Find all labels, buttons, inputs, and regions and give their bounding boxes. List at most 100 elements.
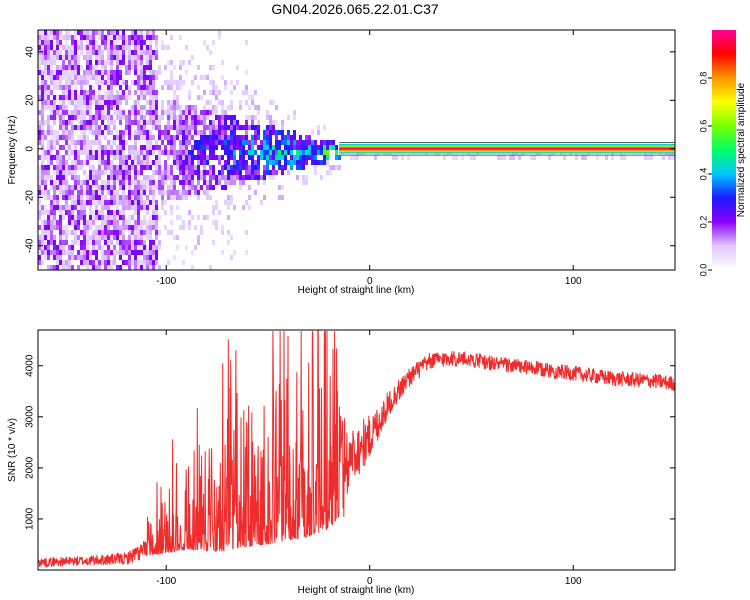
spectrogram-cell <box>191 180 194 185</box>
spectrogram-cell <box>227 215 230 220</box>
spectrogram-cell <box>272 125 275 130</box>
spectrogram-cell <box>110 265 113 270</box>
spectrogram-cell <box>143 160 146 165</box>
spectrogram-cell <box>83 130 86 135</box>
spectrogram-cell <box>155 215 158 220</box>
spectrogram-cell <box>140 85 143 90</box>
spectrogram-cell <box>224 200 227 205</box>
spectrogram-cell <box>284 150 287 155</box>
spectrogram-cell <box>335 165 338 170</box>
spectrogram-cell <box>173 120 176 125</box>
spectrogram-cell <box>170 70 173 75</box>
spectrogram-cell <box>218 35 221 40</box>
spectrogram-cell <box>188 165 191 170</box>
spectrogram-cell <box>299 155 302 160</box>
spectrogram-cell <box>107 105 110 110</box>
spectrogram-cell <box>257 125 260 130</box>
spectrogram-cell <box>53 240 56 245</box>
spectrogram-cell <box>122 80 125 85</box>
spectrogram-cell <box>41 55 44 60</box>
spectrogram-cell <box>74 140 77 145</box>
spectrogram-cell <box>41 95 44 100</box>
spectrogram-cell <box>65 180 68 185</box>
spectrogram-cell <box>41 30 44 35</box>
spectrogram-cell <box>203 120 206 125</box>
spectrogram-cell <box>230 135 233 140</box>
spectrogram-cell <box>86 60 89 65</box>
spectrogram-cell <box>230 125 233 130</box>
spectrogram-cell <box>338 165 341 170</box>
spectrogram-cell <box>173 90 176 95</box>
spectrogram-cell <box>242 90 245 95</box>
spectrogram-cell <box>164 145 167 150</box>
spectrogram-cell <box>152 245 155 250</box>
spectrogram-cell <box>137 80 140 85</box>
spectrogram-cell <box>254 130 257 135</box>
spectrogram-cell <box>68 100 71 105</box>
spectrogram-cell <box>122 185 125 190</box>
spectrogram-cell <box>191 125 194 130</box>
spectrogram-cell <box>116 200 119 205</box>
spectrogram-cell <box>164 45 167 50</box>
spectrogram-cell <box>149 180 152 185</box>
spectrogram-cell <box>254 160 257 165</box>
spectrogram-cell <box>149 115 152 120</box>
spectrogram-cell <box>107 175 110 180</box>
spectrogram-cell <box>65 80 68 85</box>
spectrogram-cell <box>101 190 104 195</box>
spectrogram-cell <box>53 85 56 90</box>
spectrogram-cell <box>146 200 149 205</box>
spectrogram-cell <box>116 70 119 75</box>
spectrogram-cell <box>230 170 233 175</box>
spectrogram-cell <box>116 155 119 160</box>
spectrogram-cell <box>89 120 92 125</box>
spectrogram-cell <box>56 65 59 70</box>
spectrogram-cell <box>116 135 119 140</box>
spectrogram-cell <box>95 150 98 155</box>
spectrogram-cell <box>317 160 320 165</box>
spectrogram-cell <box>218 90 221 95</box>
spectrogram-cell <box>53 170 56 175</box>
spectrogram-cell <box>146 75 149 80</box>
spectrogram-cell <box>116 205 119 210</box>
spectrogram-cell <box>221 125 224 130</box>
spectrogram-cell <box>86 135 89 140</box>
spectrogram-cell <box>86 140 89 145</box>
spectrogram-cell <box>116 45 119 50</box>
spectrogram-cell <box>77 65 80 70</box>
spectrogram-cell <box>263 155 266 160</box>
spectrogram-cell <box>74 215 77 220</box>
spectrogram-cell <box>194 130 197 135</box>
spectrogram-cell <box>128 220 131 225</box>
spectrogram-cell <box>44 40 47 45</box>
spectrogram-cell <box>149 240 152 245</box>
spectrogram-cell <box>83 160 86 165</box>
spectrogram-cell <box>113 165 116 170</box>
spectrogram-cell <box>137 135 140 140</box>
spectrogram-cell <box>89 65 92 70</box>
spectrogram-cell <box>77 240 80 245</box>
spectrogram-cell <box>122 170 125 175</box>
spectrogram-cell <box>224 110 227 115</box>
spectrogram-cell <box>221 140 224 145</box>
spectrogram-cell <box>107 100 110 105</box>
spectrogram-cell <box>221 105 224 110</box>
spectrogram-cell <box>215 155 218 160</box>
spectrogram-cell <box>56 105 59 110</box>
spectrogram-cell <box>113 215 116 220</box>
spectrogram-cell <box>182 225 185 230</box>
spectrogram-cell <box>98 100 101 105</box>
spectrogram-cell <box>41 240 44 245</box>
spectrogram-cell <box>140 155 143 160</box>
spectrogram-cell <box>47 155 50 160</box>
spectrogram-cell <box>95 135 98 140</box>
spectrogram-cell <box>131 120 134 125</box>
spectrogram-cell <box>59 215 62 220</box>
spectrogram-cell <box>185 170 188 175</box>
spectrogram-cell <box>80 250 83 255</box>
spectrogram-cell <box>266 155 269 160</box>
spectrogram-cell <box>146 235 149 240</box>
spectrogram-cell <box>269 135 272 140</box>
spectrogram-cell <box>86 235 89 240</box>
spectrogram-cell <box>254 165 257 170</box>
